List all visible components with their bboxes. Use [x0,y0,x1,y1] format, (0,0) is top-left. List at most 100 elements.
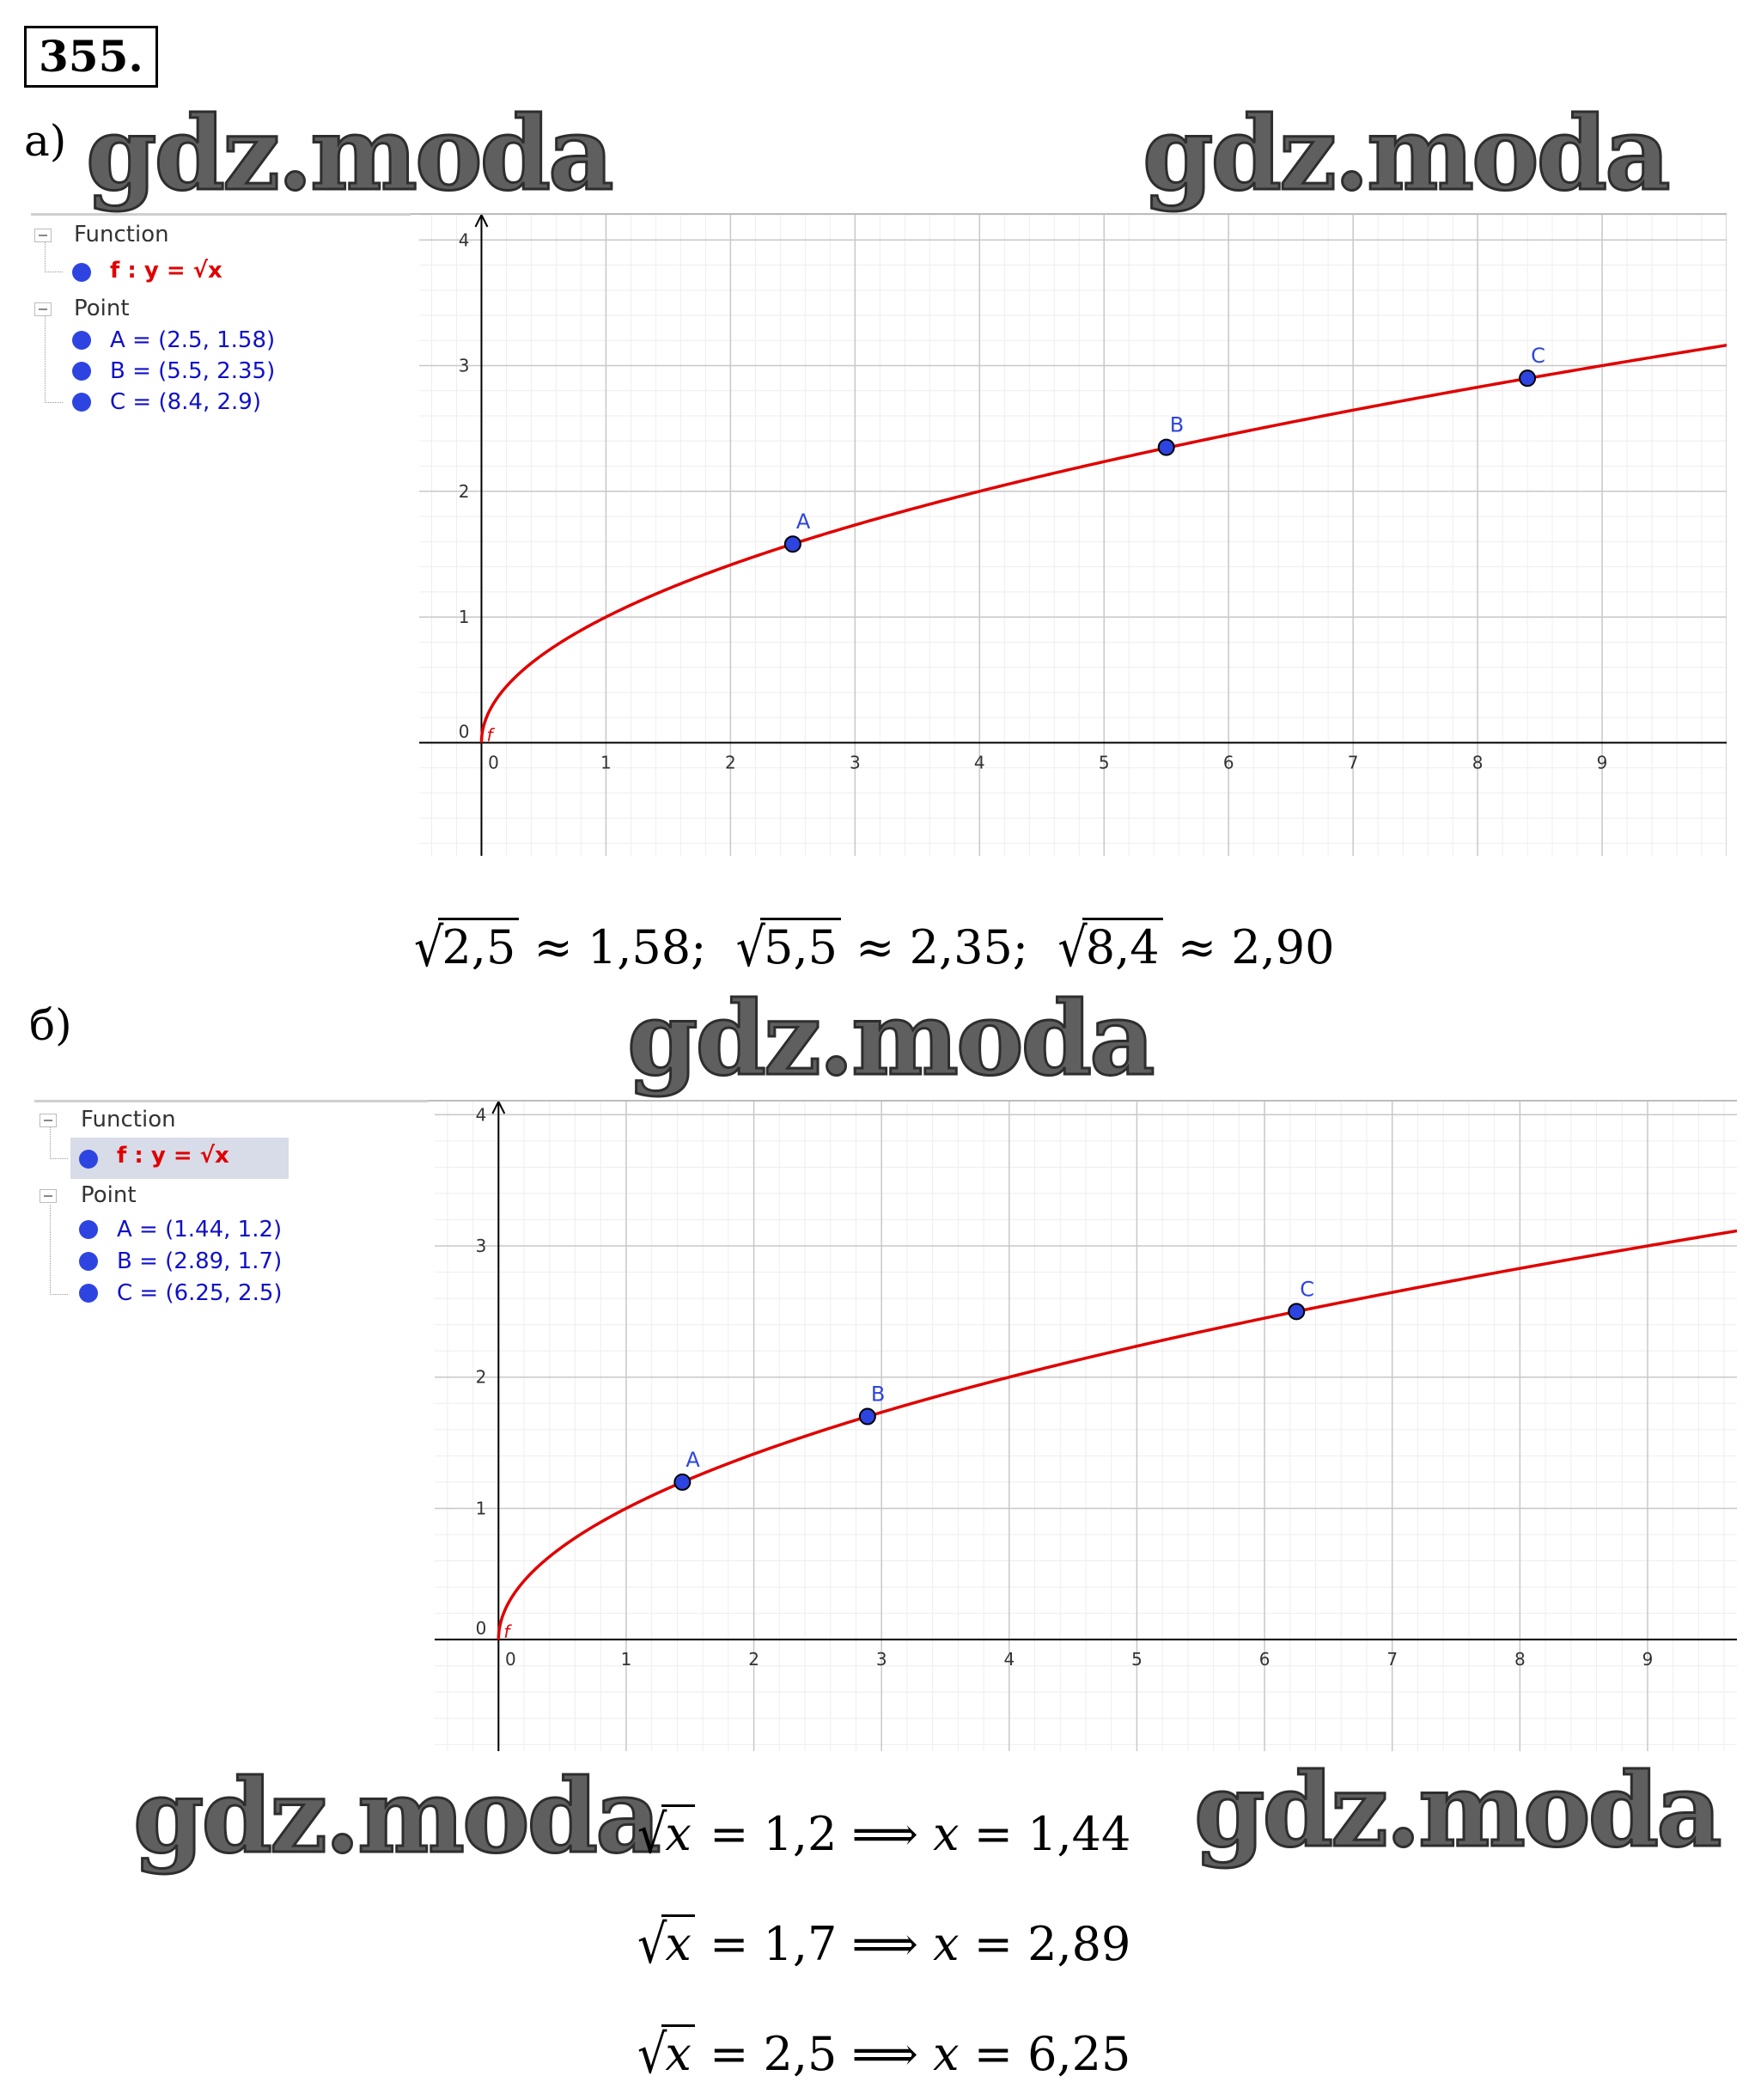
graphics-view-b[interactable]: 0 1 2 3 4 5 6 7 8 9 0 1 2 3 4 f A B C [435,1102,1737,1751]
approx-value: ≈ 2,90 [1177,920,1335,974]
point-header[interactable]: Point [81,1182,137,1208]
x-tick-label: 7 [1386,1649,1398,1670]
x-tick-label: 9 [1597,752,1608,772]
point-label-b: B [871,1383,885,1407]
y-tick-label: 3 [476,1236,487,1256]
equation-2: √x = 1,7 ⟹ x = 2,89 [637,1913,1131,1975]
point-entry-a[interactable]: A = (2.5, 1.58) [110,327,276,353]
sqrt-curve [497,1229,1737,1640]
tree-line [50,1205,68,1295]
point-label-a: A [686,1448,700,1472]
watermark: gdz.moda [1193,1750,1724,1870]
point-b [1157,438,1175,456]
tree-line [50,1127,68,1159]
watermark: gdz.moda [626,979,1157,1098]
part-b-label: б) [29,1000,72,1050]
x-tick-label: 1 [600,752,612,772]
y-tick-label: 1 [476,1498,487,1518]
selected-row[interactable] [70,1138,289,1179]
equation-rhs: = 1,7 ⟹ [710,1917,918,1971]
y-tick-label: 4 [459,229,470,250]
equation-var: x [933,2027,960,2081]
approx-value: ≈ 1,58; [533,920,707,974]
x-tick-label: 3 [876,1649,887,1670]
collapse-toggle[interactable] [34,302,52,316]
point-entry-b[interactable]: B = (5.5, 2.35) [110,358,276,384]
equation-result: = 1,44 [973,1807,1131,1861]
y-tick-label: 0 [459,721,470,742]
visibility-dot-icon[interactable] [79,1252,98,1271]
equation-rhs: = 1,2 ⟹ [710,1807,918,1861]
problem-number: 355. [24,26,158,88]
point-label-c: C [1300,1277,1314,1301]
point-entry-a[interactable]: A = (1.44, 1.2) [117,1217,283,1242]
panel-divider [31,213,411,216]
visibility-dot-icon[interactable] [79,1150,98,1169]
x-tick-label: 4 [1003,1649,1015,1670]
y-tick-label: 2 [459,481,470,502]
equation-result: = 6,25 [973,2027,1131,2081]
graphics-view-a[interactable]: 0 1 2 3 4 5 6 7 8 9 0 1 2 3 4 f A B C [419,215,1727,856]
equation-1: √x = 1,2 ⟹ x = 1,44 [637,1803,1131,1865]
y-tick-label: 1 [459,607,470,627]
equation-var: x [933,1807,960,1861]
point-entry-c[interactable]: C = (6.25, 2.5) [117,1280,283,1306]
visibility-dot-icon[interactable] [72,362,91,381]
y-axis-arrow-icon [474,215,489,228]
equation-3: √x = 2,5 ⟹ x = 6,25 [637,2023,1131,2085]
watermark: gdz.moda [85,94,616,213]
x-tick-label: 2 [748,1649,759,1670]
x-tick-label: 5 [1131,1649,1143,1670]
y-tick-label: 2 [476,1367,487,1388]
x-tick-label: 1 [621,1649,632,1670]
x-tick-label: 6 [1259,1649,1270,1670]
y-axis-arrow-icon [491,1102,506,1114]
point-label-c: C [1531,344,1545,368]
point-a [783,535,801,553]
tree-line [45,316,63,403]
visibility-dot-icon[interactable] [72,393,91,412]
x-tick-label: 9 [1642,1649,1654,1670]
panel-divider [428,1100,1737,1102]
x-tick-label: 2 [725,752,736,772]
function-header[interactable]: Function [74,222,169,247]
y-tick-label: 3 [459,356,470,376]
y-tick-label: 4 [476,1104,487,1125]
x-tick-label: 4 [974,752,985,772]
curve-label: f [503,1621,512,1642]
sqrt-2-5: √2,5 [414,916,520,979]
collapse-toggle[interactable] [34,229,52,242]
visibility-dot-icon[interactable] [72,331,91,350]
equation-result: = 2,89 [973,1917,1131,1971]
point-c [1288,1303,1306,1321]
visibility-dot-icon[interactable] [72,263,91,282]
part-a-label: а) [24,116,67,166]
approx-value: ≈ 2,35; [856,920,1028,974]
watermark: gdz.moda [1142,94,1673,213]
x-tick-label: 8 [1472,752,1484,772]
x-tick-label: 0 [505,1649,516,1670]
y-tick-label: 0 [476,1618,487,1639]
point-header[interactable]: Point [74,296,130,321]
visibility-dot-icon[interactable] [79,1220,98,1239]
x-tick-label: 6 [1223,752,1234,772]
collapse-toggle[interactable] [40,1189,57,1203]
function-entry[interactable]: f : y = √x [117,1143,229,1169]
x-tick-label: 7 [1348,752,1359,772]
point-label-b: B [1170,413,1184,437]
equation-var: x [933,1917,960,1971]
point-entry-b[interactable]: B = (2.89, 1.7) [117,1248,283,1274]
panel-divider [411,213,1727,215]
function-entry[interactable]: f : y = √x [110,258,222,284]
point-b [858,1407,876,1425]
sqrt-5-5: √5,5 [736,916,841,979]
point-a [673,1473,692,1491]
point-label-a: A [796,510,811,534]
point-c [1519,369,1537,388]
visibility-dot-icon[interactable] [79,1284,98,1303]
function-header[interactable]: Function [81,1107,176,1132]
point-entry-c[interactable]: C = (8.4, 2.9) [110,389,261,415]
x-tick-label: 5 [1099,752,1110,772]
collapse-toggle[interactable] [40,1114,57,1127]
sqrt-8-4: √8,4 [1057,916,1163,979]
